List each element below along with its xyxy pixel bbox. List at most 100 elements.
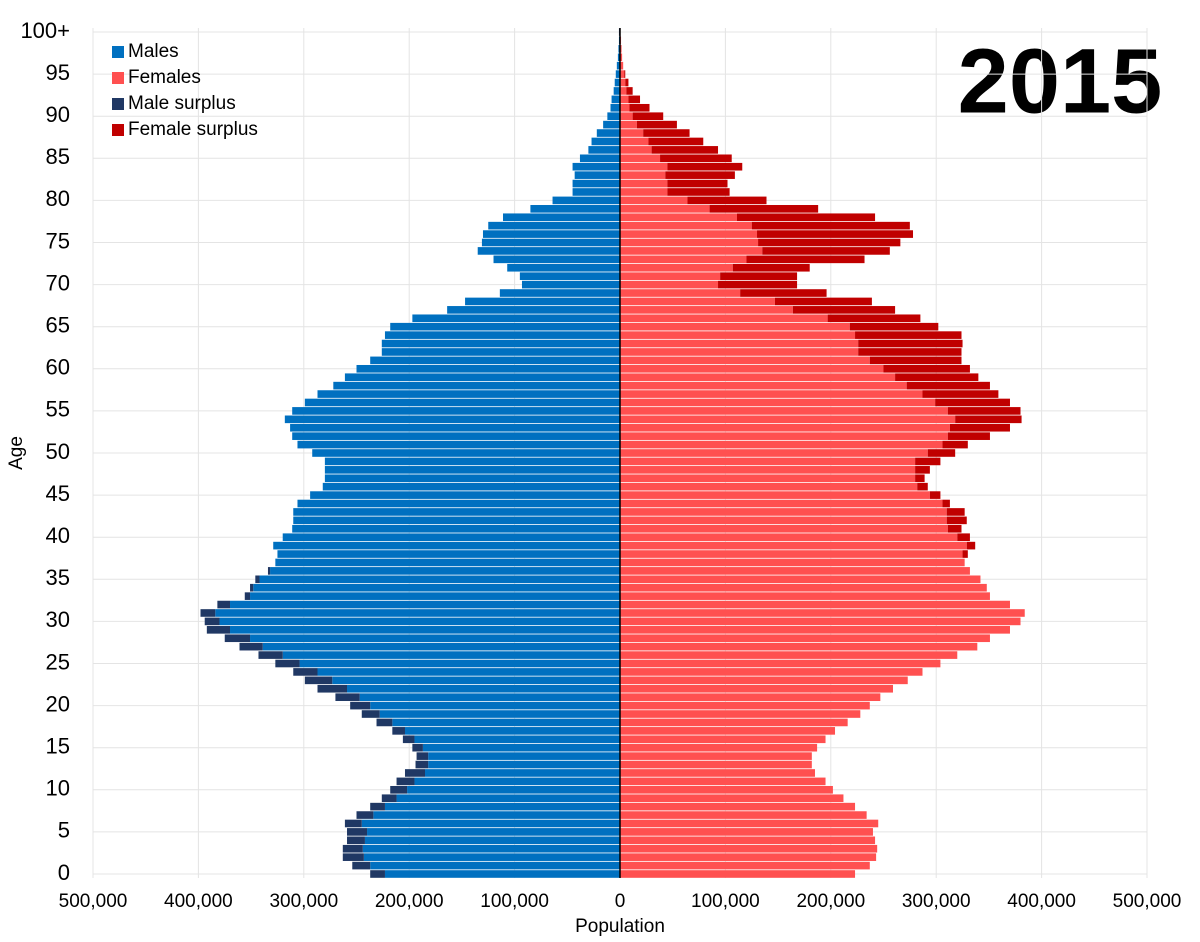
female-surplus-bar bbox=[774, 297, 872, 306]
male-bar bbox=[230, 600, 620, 609]
male-bar bbox=[596, 129, 620, 137]
male-bar bbox=[572, 179, 620, 188]
female-bar bbox=[620, 752, 812, 760]
female-surplus-bar bbox=[946, 508, 965, 516]
female-bar bbox=[620, 466, 916, 474]
female-surplus-bar bbox=[709, 205, 819, 213]
male-bar bbox=[615, 70, 620, 78]
female-bar bbox=[620, 710, 861, 718]
male-bar bbox=[333, 381, 620, 390]
female-surplus-bar bbox=[718, 280, 798, 289]
male-bar bbox=[310, 491, 620, 499]
male-surplus-bar bbox=[342, 853, 364, 861]
y-tick-label: 60 bbox=[46, 355, 70, 380]
female-bar bbox=[620, 61, 624, 70]
male-bar bbox=[359, 693, 620, 701]
male-bar bbox=[270, 567, 620, 575]
female-bar bbox=[620, 280, 719, 289]
male-surplus-bar bbox=[390, 785, 408, 794]
legend-label: Female surplus bbox=[128, 119, 258, 140]
male-bar bbox=[282, 651, 620, 659]
female-surplus-bar bbox=[947, 407, 1021, 415]
female-bar bbox=[620, 735, 826, 744]
male-surplus-bar bbox=[255, 575, 260, 584]
male-bar bbox=[384, 870, 620, 878]
female-surplus-bar bbox=[736, 213, 876, 222]
male-bar bbox=[373, 811, 620, 819]
female-surplus-bar bbox=[962, 550, 968, 558]
y-tick-label: 20 bbox=[46, 691, 70, 716]
male-surplus-bar bbox=[412, 743, 423, 752]
male-bar bbox=[519, 272, 620, 280]
female-bar bbox=[620, 567, 970, 575]
male-surplus-bar bbox=[370, 802, 385, 811]
female-bar bbox=[620, 415, 956, 424]
legend-swatch bbox=[112, 72, 124, 84]
female-bar bbox=[620, 297, 775, 306]
male-surplus-bar bbox=[376, 718, 393, 727]
male-surplus-bar bbox=[267, 567, 271, 575]
female-bar bbox=[620, 179, 668, 188]
female-surplus-bar bbox=[947, 524, 962, 533]
female-bar bbox=[620, 95, 629, 104]
female-bar bbox=[620, 592, 990, 600]
male-bar bbox=[282, 533, 620, 542]
y-tick-label: 65 bbox=[46, 313, 70, 338]
female-bar bbox=[620, 541, 967, 550]
female-surplus-bar bbox=[855, 331, 962, 339]
female-bar bbox=[620, 449, 928, 457]
male-surplus-bar bbox=[250, 583, 254, 592]
male-surplus-bar bbox=[239, 642, 263, 651]
male-bar bbox=[465, 297, 620, 306]
female-bar bbox=[620, 348, 859, 356]
x-tick-label: 200,000 bbox=[375, 891, 444, 912]
male-bar bbox=[275, 558, 620, 567]
female-bar bbox=[620, 205, 710, 213]
female-surplus-bar bbox=[915, 466, 930, 474]
male-bar bbox=[293, 508, 620, 516]
male-surplus-bar bbox=[258, 651, 283, 659]
male-bar bbox=[390, 322, 620, 331]
y-tick-label: 100+ bbox=[20, 18, 70, 43]
female-surplus-bar bbox=[849, 322, 939, 331]
male-bar bbox=[324, 457, 620, 466]
female-bar bbox=[620, 103, 630, 112]
female-surplus-bar bbox=[895, 373, 979, 382]
female-surplus-bar bbox=[947, 432, 990, 440]
male-bar bbox=[610, 103, 620, 112]
female-surplus-bar bbox=[732, 263, 810, 272]
male-surplus-bar bbox=[415, 760, 429, 769]
female-bar bbox=[620, 853, 877, 861]
year-annotation: 2015 bbox=[958, 30, 1163, 132]
female-surplus-bar bbox=[632, 112, 664, 121]
y-tick-label: 45 bbox=[46, 481, 70, 506]
male-bar bbox=[588, 146, 620, 154]
male-surplus-bar bbox=[402, 735, 415, 744]
female-bar bbox=[620, 432, 948, 440]
male-bar bbox=[277, 550, 620, 558]
female-surplus-bar bbox=[942, 499, 950, 508]
female-bar bbox=[620, 760, 812, 769]
male-bar bbox=[344, 373, 620, 382]
female-bar bbox=[620, 381, 907, 390]
male-bar bbox=[579, 154, 620, 163]
male-surplus-bar bbox=[618, 28, 620, 36]
female-surplus-bar bbox=[927, 449, 956, 457]
male-bar bbox=[312, 449, 620, 457]
female-surplus-bar bbox=[942, 440, 968, 449]
male-bar bbox=[293, 516, 620, 525]
female-bar bbox=[620, 794, 844, 803]
female-bar bbox=[620, 78, 626, 87]
female-bar bbox=[620, 263, 733, 272]
male-bar bbox=[507, 263, 620, 272]
male-bar bbox=[412, 314, 620, 323]
male-bar bbox=[603, 120, 620, 129]
y-tick-label: 15 bbox=[46, 734, 70, 759]
x-axis-label: Population bbox=[575, 916, 665, 937]
female-bar bbox=[620, 390, 923, 398]
female-surplus-bar bbox=[636, 120, 677, 129]
female-surplus-bar bbox=[625, 78, 629, 87]
y-tick-label: 30 bbox=[46, 607, 70, 632]
male-bar bbox=[607, 112, 620, 121]
female-surplus-bar bbox=[624, 70, 626, 78]
